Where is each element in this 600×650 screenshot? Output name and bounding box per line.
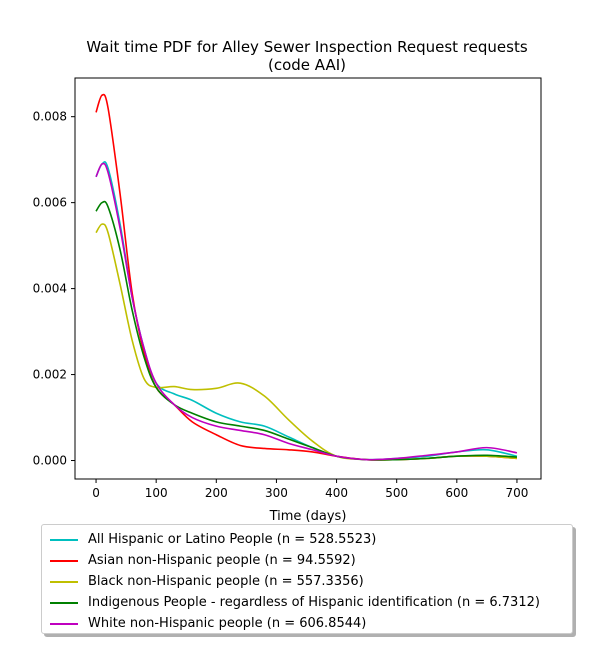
x-tick-label: 700 — [505, 486, 528, 500]
x-axis-label: Time (days) — [269, 509, 347, 524]
legend-entry: Asian non-Hispanic people (n = 94.5592) — [46, 550, 572, 571]
legend-swatch — [50, 559, 78, 562]
x-tick-label: 400 — [325, 486, 348, 500]
legend-swatch — [50, 580, 78, 583]
y-tick-label: 0.006 — [33, 196, 67, 210]
legend-label: White non-Hispanic people (n = 606.8544) — [88, 616, 367, 631]
series-lines — [95, 93, 518, 461]
y-axis: 0.000 0.002 0.004 0.006 0.008 — [33, 110, 75, 468]
legend-entry: Black non-Hispanic people (n = 557.3356) — [46, 571, 572, 592]
x-tick-label: 500 — [385, 486, 408, 500]
x-axis: 0 100 200 300 400 500 600 700 — [92, 479, 528, 500]
series-line-4 — [95, 162, 518, 461]
x-tick-label: 100 — [145, 486, 168, 500]
legend-entry: All Hispanic or Latino People (n = 528.5… — [46, 529, 572, 550]
legend-swatch — [50, 538, 78, 541]
legend-label: Indigenous People - regardless of Hispan… — [88, 595, 540, 610]
legend-entry: Indigenous People - regardless of Hispan… — [46, 592, 572, 613]
x-tick-label: 0 — [92, 486, 100, 500]
plot-area — [74, 77, 542, 480]
legend-swatch — [50, 622, 78, 625]
y-tick-label: 0.008 — [33, 110, 67, 124]
legend-label: Asian non-Hispanic people (n = 94.5592) — [88, 553, 356, 568]
y-tick-label: 0.002 — [33, 368, 67, 382]
legend-label: Black non-Hispanic people (n = 557.3356) — [88, 574, 364, 589]
x-tick-label: 300 — [265, 486, 288, 500]
chart-title-line2: (code AAI) — [268, 56, 346, 74]
legend-swatch — [50, 601, 78, 604]
legend-entry: White non-Hispanic people (n = 606.8544) — [46, 613, 572, 634]
legend: All Hispanic or Latino People (n = 528.5… — [41, 524, 573, 634]
y-tick-label: 0.000 — [33, 454, 67, 468]
legend-label: All Hispanic or Latino People (n = 528.5… — [88, 532, 377, 547]
chart-title-line1: Wait time PDF for Alley Sewer Inspection… — [86, 38, 528, 56]
series-line-3 — [95, 200, 517, 461]
x-tick-label: 200 — [205, 486, 228, 500]
x-tick-label: 600 — [445, 486, 468, 500]
y-tick-label: 0.004 — [33, 282, 67, 296]
